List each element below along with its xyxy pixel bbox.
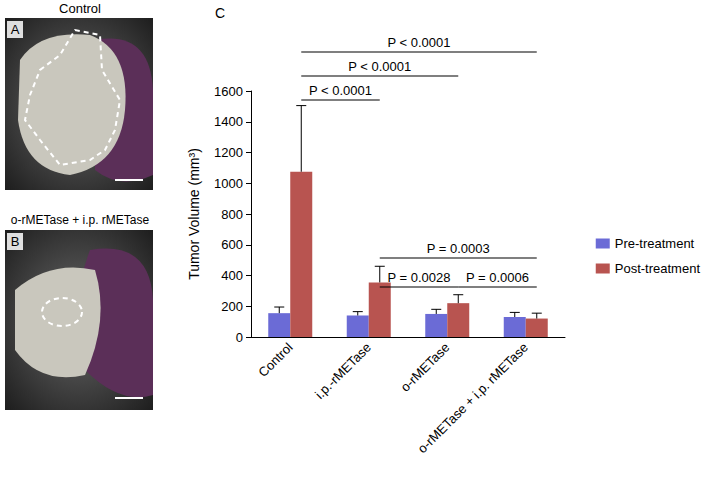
- svg-text:Control: Control: [255, 340, 295, 380]
- svg-text:400: 400: [221, 268, 243, 283]
- svg-text:o-rMETase + i.p. rMETase: o-rMETase + i.p. rMETase: [415, 340, 531, 456]
- svg-text:1400: 1400: [214, 114, 243, 129]
- svg-text:C: C: [215, 5, 225, 21]
- svg-text:P = 0.0028: P = 0.0028: [387, 270, 450, 285]
- svg-text:200: 200: [221, 299, 243, 314]
- svg-text:P < 0.0001: P < 0.0001: [387, 35, 450, 50]
- svg-text:P = 0.0006: P = 0.0006: [466, 270, 529, 285]
- svg-text:1000: 1000: [214, 176, 243, 191]
- svg-text:800: 800: [221, 207, 243, 222]
- svg-text:A: A: [11, 22, 20, 37]
- svg-text:Tumor Volume (mm³): Tumor Volume (mm³): [186, 148, 202, 280]
- svg-text:1600: 1600: [214, 84, 243, 99]
- svg-text:P < 0.0001: P < 0.0001: [348, 59, 411, 74]
- svg-text:1200: 1200: [214, 145, 243, 160]
- svg-text:P = 0.0003: P = 0.0003: [427, 241, 490, 256]
- svg-text:B: B: [11, 234, 20, 249]
- svg-text:o-rMETase: o-rMETase: [398, 340, 453, 395]
- svg-text:Control: Control: [59, 1, 101, 16]
- svg-text:0: 0: [236, 330, 243, 345]
- svg-text:P < 0.0001: P < 0.0001: [309, 83, 372, 98]
- svg-text:600: 600: [221, 237, 243, 252]
- svg-text:i.p.-rMETase: i.p.-rMETase: [312, 340, 374, 402]
- svg-text:Pre-treatment: Pre-treatment: [615, 236, 695, 251]
- svg-text:Post-treatment: Post-treatment: [615, 261, 701, 276]
- svg-text:o-rMETase + i.p. rMETase: o-rMETase + i.p. rMETase: [11, 213, 150, 227]
